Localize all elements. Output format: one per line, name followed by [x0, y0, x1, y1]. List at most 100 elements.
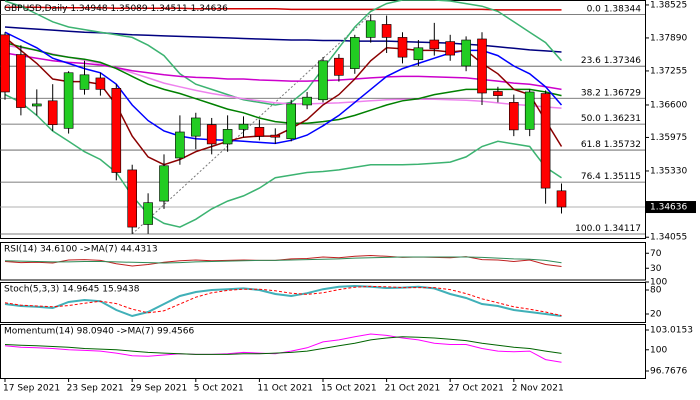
x-tick-label: 29 Sep 2021	[130, 384, 187, 394]
y-tick-label: 1.34055	[650, 233, 687, 243]
candle-body	[397, 37, 408, 58]
candle-body	[63, 72, 74, 129]
candle-body	[127, 169, 137, 228]
candle-body	[254, 127, 265, 137]
fib-price: 1.36729	[604, 88, 641, 98]
candle-body	[286, 103, 297, 140]
fib-label: 23.6 1.37346	[581, 56, 641, 66]
y-tick-label: 1.36600	[650, 100, 687, 110]
candle-body	[111, 88, 122, 173]
x-tick-label: 5 Oct 2021	[194, 384, 244, 394]
fib-price: 1.34117	[604, 223, 641, 233]
fib-price: 1.38344	[604, 4, 641, 14]
title-open: 1.34948	[70, 4, 107, 14]
candle-body	[334, 57, 344, 76]
panel-frame	[0, 282, 646, 323]
candle-body	[175, 131, 185, 159]
y-tick-label: 96.7676	[650, 366, 687, 376]
y-tick-label: 1.35330	[650, 166, 687, 176]
candle-body	[0, 34, 10, 93]
panel-frame	[0, 242, 646, 281]
candle-body	[365, 20, 376, 38]
title-low: 1.34511	[151, 4, 188, 14]
candle-body	[445, 41, 456, 56]
x-tick-label: 2 Nov 2021	[512, 384, 564, 394]
candle-body	[508, 102, 519, 131]
panel-frame	[0, 324, 646, 379]
indicator-line	[4, 284, 562, 318]
chart-title: GBPUSD,Daily 1.34948 1.35089 1.34511 1.3…	[4, 4, 228, 14]
candle-body	[143, 202, 153, 225]
y-tick-label: 100	[650, 345, 667, 355]
candle-body	[461, 39, 471, 67]
candle-body	[540, 93, 551, 189]
price-tag-label: 1.34636	[650, 203, 687, 213]
indicator-line	[4, 336, 562, 355]
y-tick-label: 30	[650, 264, 662, 274]
fib-price: 1.35732	[604, 140, 641, 150]
panel-title: Momentum(14) 98.0940 ->MA(7) 99.4566	[4, 327, 195, 337]
indicator-line	[4, 93, 562, 228]
panel-frame	[0, 0, 646, 239]
x-tick-label: 27 Oct 2021	[448, 384, 504, 394]
price-tag	[646, 201, 696, 214]
fib-price: 1.36231	[604, 114, 641, 124]
fib-price: 1.35115	[604, 172, 641, 182]
fib-level: 100.0	[575, 223, 601, 233]
fib-label: 0.0 1.38344	[587, 4, 642, 14]
fib-label: 38.2 1.36729	[581, 88, 641, 98]
y-tick-label: 20	[650, 310, 662, 320]
x-tick-label: 11 Oct 2021	[257, 384, 313, 394]
candle-body	[477, 38, 487, 94]
indicator-line	[4, 256, 562, 264]
y-tick-label: 1.37890	[650, 33, 687, 43]
panel-title: RSI(14) 34.6100 ->MA(7) 44.4313	[4, 245, 158, 255]
candle-body	[206, 124, 217, 145]
title-close: 1.34636	[191, 4, 228, 14]
candle-body	[238, 123, 249, 130]
fib-label: 76.4 1.35115	[581, 172, 641, 182]
candle-body	[524, 91, 535, 130]
candle-body	[413, 47, 424, 61]
indicator-line	[4, 44, 562, 109]
title-high: 1.35089	[110, 4, 147, 14]
candle-body	[16, 54, 26, 108]
y-tick-label: 1.35975	[650, 133, 687, 143]
indicator-line	[5, 6, 562, 11]
candle-body	[95, 77, 106, 90]
x-tick-label: 15 Oct 2021	[321, 384, 377, 394]
y-tick-label: 1.37255	[650, 66, 687, 76]
y-tick-label: 1.38525	[650, 0, 687, 10]
candle-body	[79, 74, 90, 90]
fib-level: 23.6	[581, 56, 601, 66]
y-tick-label: 100	[650, 278, 667, 288]
fib-label: 100.0 1.34117	[575, 223, 641, 233]
x-tick-label: 21 Oct 2021	[385, 384, 441, 394]
candle-body	[556, 190, 567, 208]
panel-title: Stoch(5,3,3) 14.9645 15.9438	[4, 285, 140, 295]
candle-body	[191, 117, 201, 137]
indicator-line	[4, 285, 562, 317]
x-tick-label: 23 Sep 2021	[67, 384, 124, 394]
candle-body	[349, 37, 360, 69]
candle-body	[318, 60, 328, 101]
fib-level: 50.0	[581, 114, 601, 124]
title-symbol: GBPUSD,Daily	[4, 4, 68, 14]
candle-body	[47, 100, 58, 126]
candle-body	[31, 103, 42, 107]
candle-body	[429, 39, 440, 50]
y-tick-label: 80	[650, 286, 662, 296]
candle-body	[302, 96, 312, 106]
fib-label: 61.8 1.35732	[581, 140, 641, 150]
fib-level: 38.2	[581, 88, 601, 98]
fib-label: 50.0 1.36231	[581, 114, 641, 124]
candle-body	[381, 24, 392, 38]
candle-body	[493, 91, 503, 96]
y-tick-label: 70	[650, 249, 662, 259]
x-tick-label: 17 Sep 2021	[3, 384, 60, 394]
y-tick-label: 103.0153	[650, 326, 693, 336]
candle-body	[159, 165, 169, 202]
candle-body	[222, 129, 233, 145]
indicator-line	[4, 41, 562, 124]
